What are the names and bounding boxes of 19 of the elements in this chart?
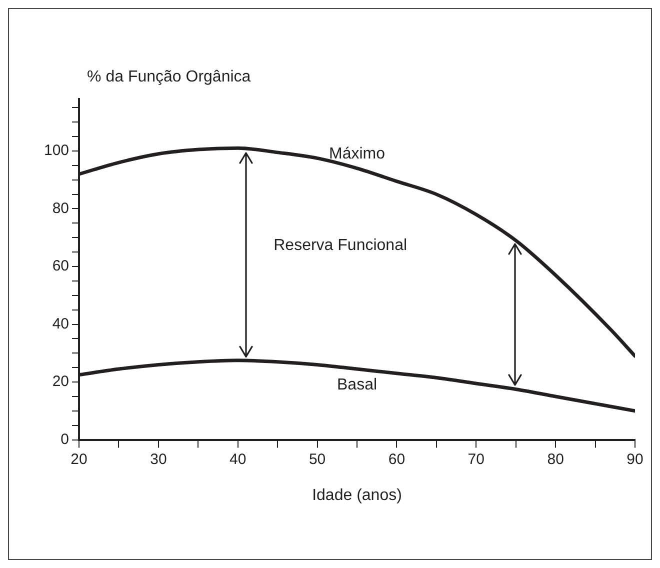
series-label: Basal bbox=[337, 376, 378, 394]
x-tick-label: 30 bbox=[150, 450, 167, 468]
x-tick-label: 70 bbox=[468, 450, 484, 468]
x-tick-label: 90 bbox=[626, 450, 644, 468]
y-tick-label: 0 bbox=[60, 430, 70, 448]
y-tick-label: 60 bbox=[52, 258, 70, 275]
y-tick-label: 20 bbox=[52, 373, 70, 390]
x-tick-label: 50 bbox=[308, 450, 326, 468]
annotation: Reserva Funcional bbox=[274, 236, 408, 254]
x-tick-label: 60 bbox=[388, 450, 406, 468]
y-tick-label: 80 bbox=[52, 200, 70, 217]
x-tick-label: 80 bbox=[547, 450, 564, 468]
y-tick-label: 40 bbox=[52, 315, 70, 332]
series-label: Máximo bbox=[329, 146, 386, 163]
x-tick-label: 20 bbox=[70, 450, 88, 468]
y-axis-title: % da Função Orgânica bbox=[87, 68, 251, 86]
x-axis-title: Idade (anos) bbox=[312, 486, 402, 504]
y-tick-label: 100 bbox=[44, 142, 70, 160]
x-tick-label: 40 bbox=[230, 450, 246, 468]
